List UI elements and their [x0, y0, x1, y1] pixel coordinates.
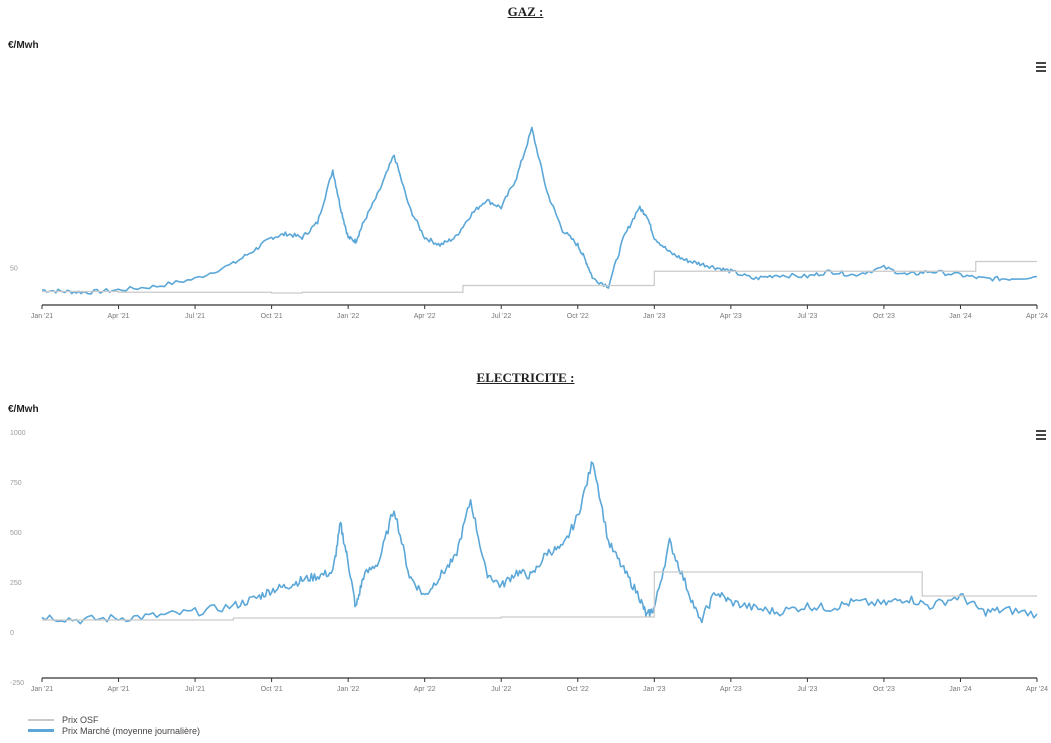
legend-item-market[interactable]: Prix Marché (moyenne journalière) — [28, 725, 200, 736]
electricity-chart-menu-icon[interactable] — [1036, 430, 1046, 442]
electricity-x-tick-label: Apr '22 — [414, 686, 436, 693]
gas-series-osf-line — [42, 260, 1037, 294]
chart-legend: Prix OSF Prix Marché (moyenne journalièr… — [28, 714, 200, 736]
gas-chart-title: GAZ : — [507, 4, 544, 19]
electricity-y-tick-label: -250 — [10, 680, 24, 687]
electricity-x-tick-label: Jan '21 — [31, 686, 53, 693]
gas-x-tick-label: Oct '22 — [567, 313, 589, 320]
gas-price-chart: 50 Jan '21 Apr '21 Jul '21 Oct '21 Jan '22 Apr… — [10, 126, 1048, 320]
electricity-y-tick-label: 750 — [10, 480, 22, 487]
electricity-y-tick-label: 0 — [10, 630, 14, 637]
gas-x-tick-label: Apr '21 — [108, 313, 130, 320]
gas-chart-menu-icon[interactable] — [1036, 62, 1046, 74]
electricity-y-tick-label: 1000 — [10, 430, 26, 437]
legend-item-osf[interactable]: Prix OSF — [28, 714, 200, 725]
gas-x-tick-label: Jul '21 — [185, 313, 205, 320]
electricity-x-tick-label: Apr '24 — [1026, 686, 1048, 693]
electricity-y-tick-label: 500 — [10, 530, 22, 537]
electricity-x-tick-label: Jan '22 — [337, 686, 359, 693]
electricity-y-tick-label: 250 — [10, 580, 22, 587]
legend-label-market: Prix Marché (moyenne journalière) — [62, 725, 201, 736]
electricity-x-tick-label: Jul '23 — [797, 686, 817, 693]
electricity-x-tick-label: Oct '21 — [261, 686, 283, 693]
legend-swatch-osf — [28, 718, 54, 721]
gas-x-tick-label: Apr '24 — [1026, 313, 1048, 320]
gas-y-tick-label: 50 — [10, 266, 18, 273]
electricity-series-market-line — [41, 461, 1038, 625]
electricity-x-tick-label: Apr '21 — [108, 686, 130, 693]
electricity-x-tick-label: Oct '23 — [873, 686, 895, 693]
gas-x-tick-label: Apr '23 — [720, 313, 742, 320]
electricity-x-tick-label: Jan '23 — [643, 686, 665, 693]
gas-x-tick-label: Oct '21 — [261, 313, 283, 320]
electricity-price-chart: 1000 750 500 250 0 -250 Jan '21 Apr '21 Jul '21 O… — [10, 430, 1048, 693]
gas-x-tick-label: Jan '21 — [31, 313, 53, 320]
gas-x-tick-label: Apr '22 — [414, 313, 436, 320]
gas-x-tick-label: Jan '23 — [643, 313, 665, 320]
gas-y-unit-label: €/Mwh — [8, 40, 39, 51]
gas-series-market-line — [41, 126, 1038, 295]
gas-x-tick-label: Jul '23 — [797, 313, 817, 320]
electricity-x-tick-label: Jul '22 — [491, 686, 511, 693]
gas-x-tick-label: Jan '22 — [337, 313, 359, 320]
electricity-x-tick-label: Oct '22 — [567, 686, 589, 693]
electricity-x-tick-label: Apr '23 — [720, 686, 742, 693]
electricity-series-osf-line — [42, 571, 1037, 621]
electricity-chart-title: ELECTRICITE : — [476, 370, 575, 385]
gas-x-tick-label: Oct '23 — [873, 313, 895, 320]
gas-x-tick-label: Jan '24 — [949, 313, 971, 320]
gas-x-tick-label: Jul '22 — [491, 313, 511, 320]
electricity-y-unit-label: €/Mwh — [8, 404, 39, 415]
electricity-x-tick-label: Jul '21 — [185, 686, 205, 693]
legend-swatch-market — [28, 729, 54, 732]
legend-label-osf: Prix OSF — [62, 714, 99, 725]
electricity-x-tick-label: Jan '24 — [949, 686, 971, 693]
